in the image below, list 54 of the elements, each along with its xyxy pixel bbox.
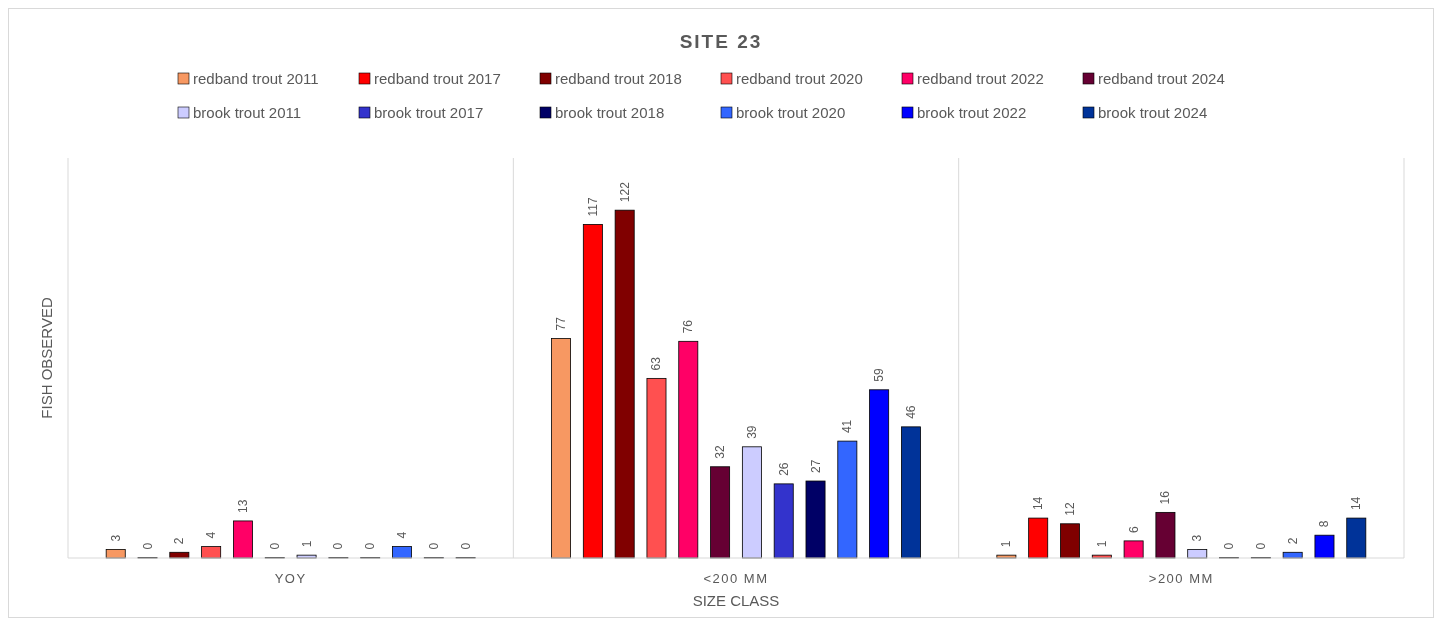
data-label: 0	[331, 542, 346, 550]
legend-label: brook trout 2018	[555, 104, 665, 121]
data-label: 0	[1253, 542, 1268, 550]
data-label: 27	[808, 459, 823, 474]
chart-title: SITE 23	[679, 31, 763, 52]
data-label: 41	[840, 419, 855, 434]
data-label: 26	[776, 462, 791, 476]
data-label: 14	[1349, 496, 1364, 511]
data-label: 0	[140, 542, 155, 550]
legend-label: brook trout 2024	[1098, 104, 1208, 121]
data-label: 0	[363, 542, 378, 550]
legend-label: redband trout 2018	[555, 70, 682, 87]
data-label: 63	[649, 356, 664, 371]
data-label: 8	[1317, 520, 1332, 528]
data-label: 76	[681, 319, 696, 334]
data-label: 16	[1158, 490, 1173, 505]
data-label: 39	[744, 425, 759, 439]
data-label: 1	[999, 540, 1014, 548]
data-label: 14	[1031, 496, 1046, 511]
data-label: 4	[395, 531, 409, 539]
x-tick-label: >200 MM	[1148, 571, 1214, 586]
legend-label: redband trout 2017	[374, 70, 501, 87]
legend-label: redband trout 2024	[1098, 70, 1225, 87]
y-axis-title: FISH OBSERVED	[38, 297, 55, 419]
legend-label: brook trout 2020	[736, 104, 846, 121]
legend-label: redband trout 2020	[736, 70, 863, 87]
data-label: 59	[872, 368, 887, 382]
data-label: 0	[426, 542, 441, 550]
data-label: 117	[585, 196, 600, 217]
x-axis-title: SIZE CLASS	[692, 592, 780, 609]
data-label: 122	[617, 181, 632, 203]
data-label: 46	[903, 405, 918, 419]
legend-label: brook trout 2017	[374, 104, 484, 121]
data-label: 1	[1094, 540, 1109, 548]
legend-label: brook trout 2022	[917, 104, 1027, 121]
data-label: 2	[1285, 537, 1300, 545]
data-label: 1	[299, 540, 314, 548]
data-label: 0	[267, 542, 282, 550]
data-label: 0	[458, 542, 473, 550]
data-label: 77	[554, 316, 569, 331]
data-label: 12	[1063, 502, 1077, 516]
legend-label: brook trout 2011	[193, 104, 302, 121]
data-label: 32	[713, 445, 728, 459]
legend-label: redband trout 2022	[917, 70, 1044, 87]
data-label: 3	[108, 534, 123, 542]
data-label: 3	[1190, 534, 1205, 542]
data-label: 0	[1222, 542, 1237, 550]
x-tick-label: <200 MM	[703, 571, 769, 586]
x-tick-label: YOY	[274, 571, 307, 586]
data-label: 13	[235, 499, 250, 513]
data-label: 6	[1126, 525, 1141, 533]
data-label: 2	[172, 537, 187, 545]
legend-label: redband trout 2011	[193, 70, 319, 87]
data-label: 4	[204, 531, 219, 539]
